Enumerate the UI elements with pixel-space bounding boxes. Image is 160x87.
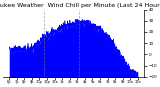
Title: Milwaukee Weather  Wind Chill per Minute (Last 24 Hours): Milwaukee Weather Wind Chill per Minute … bbox=[0, 3, 160, 8]
